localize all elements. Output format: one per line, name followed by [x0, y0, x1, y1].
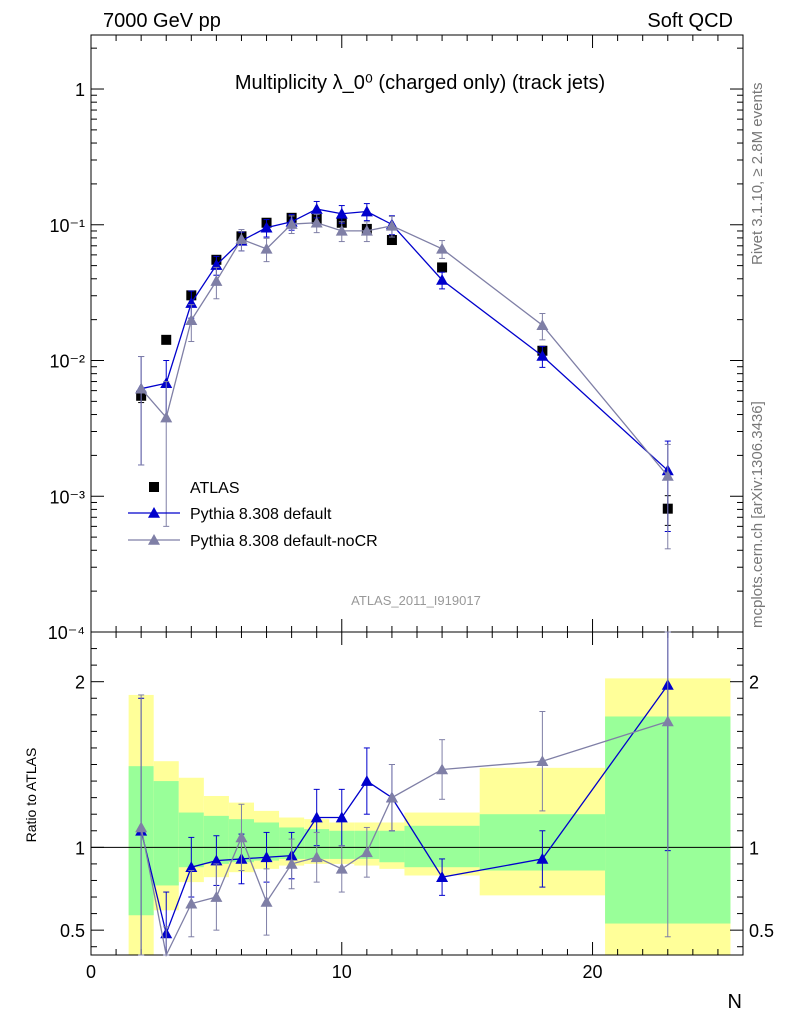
ratio-noCR-point — [536, 755, 549, 766]
side-label-rivet: Rivet 3.1.10, ≥ 2.8M events — [749, 83, 766, 266]
main-noCR-point — [536, 319, 549, 331]
main-default-point — [335, 207, 348, 219]
x-tick-label: 10 — [332, 962, 352, 982]
main-default-point — [536, 349, 549, 361]
legend-label-data: ATLAS — [190, 480, 240, 497]
main-noCR-point — [385, 219, 398, 231]
y-tick-label-main: 10⁻¹ — [49, 216, 85, 236]
main-noCR-point — [260, 242, 273, 254]
side-label-mcplots: mcplots.cern.ch [arXiv:1306.3436] — [749, 401, 766, 628]
legend-marker-data — [149, 482, 159, 492]
ratio-y-label: Ratio to ATLAS — [23, 748, 39, 843]
main-frame — [90, 34, 744, 633]
ratio-noCR-point — [360, 846, 373, 858]
ratio-default-point — [360, 775, 373, 786]
band-inner-10 — [379, 830, 405, 863]
y-tick-label-ratio: 2 — [75, 673, 85, 693]
ratio-bands — [128, 678, 731, 955]
main-default-point — [360, 205, 373, 217]
ratio-default-point — [210, 854, 223, 866]
main-default-point — [310, 203, 323, 214]
y-tick-label-ratio: 0.5 — [60, 921, 85, 941]
ratio-noCR-point — [210, 891, 223, 902]
main-noCR-point — [185, 314, 198, 326]
legend-label-default: Pythia 8.308 default — [190, 506, 332, 523]
ratio-noCR-point — [285, 857, 298, 869]
main-noCR-point — [310, 216, 323, 228]
ratio-noCR-line — [140, 720, 668, 958]
main-default-point — [260, 221, 273, 233]
ratio-default-point — [185, 861, 198, 873]
y-tick-label-ratio-right: 0.5 — [749, 921, 774, 941]
y-tick-label-ratio-right: 1 — [749, 838, 759, 858]
main-noCR-point — [135, 382, 148, 394]
ratio-default-point — [310, 811, 323, 823]
main-default-line — [141, 208, 669, 471]
main-noCR-point — [360, 224, 373, 236]
main-noCR-point — [436, 242, 449, 254]
main-noCR-point — [335, 224, 348, 236]
x-tick-label: 20 — [583, 962, 603, 982]
band-inner-1 — [153, 781, 179, 886]
ratio-series — [135, 631, 674, 958]
main-noCR-point — [235, 233, 248, 245]
main-series — [135, 200, 674, 550]
ratio-noCR-point — [260, 895, 273, 907]
main-noCR-point — [661, 469, 674, 481]
legend-marker-default — [148, 507, 160, 518]
ratio-noCR-point — [310, 851, 323, 863]
ratio-default-point — [335, 811, 348, 823]
main-noCR-line — [140, 222, 669, 477]
y-tick-label-ratio: 1 — [75, 838, 85, 858]
chart-title: Multiplicity λ_0⁰ (charged only) (track … — [235, 72, 605, 94]
y-tick-label-main: 10⁻³ — [49, 487, 85, 507]
x-axis-label: N — [728, 991, 742, 1013]
legend: ATLAS Pythia 8.308 default Pythia 8.308 de… — [128, 480, 378, 550]
x-tick-label: 0 — [86, 962, 96, 982]
ratio-noCR-point — [661, 715, 674, 727]
y-tick-label-main: 10⁻⁴ — [48, 623, 85, 643]
main-noCR-point — [210, 275, 223, 286]
ratio-noCR-point — [436, 763, 449, 775]
ratio-noCR-point — [385, 791, 398, 803]
ratio-default-point — [436, 871, 449, 882]
main-noCR-point — [285, 218, 298, 229]
main-data-point — [437, 262, 448, 273]
y-tick-label-main: 10⁻² — [49, 352, 85, 372]
ratio-noCR-point — [235, 831, 248, 843]
y-tick-label-ratio-right: 2 — [749, 673, 759, 693]
main-data-point — [386, 235, 397, 246]
main-default-point — [436, 273, 449, 285]
legend-label-noCR: Pythia 8.308 default-noCR — [190, 533, 378, 550]
axis-tick-labels: 0 10 20 10⁻⁴ 10⁻³ 10⁻² 10⁻¹ 1 0.5 0.5 1 1 2 2 — [48, 80, 774, 982]
main-noCR-point — [160, 411, 173, 423]
header-right: Soft QCD — [647, 10, 733, 32]
main-data-point — [161, 334, 172, 345]
y-tick-label-main: 1 — [75, 80, 85, 100]
ratio-default-line — [140, 684, 669, 936]
axis-ticks — [90, 35, 744, 955]
header-left: 7000 GeV pp — [103, 10, 221, 32]
legend-marker-noCR — [148, 534, 160, 545]
analysis-tag: ATLAS_2011_I919017 — [351, 593, 481, 608]
ratio-noCR-point — [185, 897, 198, 909]
ratio-default-point — [260, 851, 273, 863]
main-default-point — [185, 297, 198, 308]
ratio-default-point — [536, 852, 549, 864]
ratio-noCR-point — [135, 821, 148, 833]
ratio-noCR-point — [335, 862, 348, 874]
